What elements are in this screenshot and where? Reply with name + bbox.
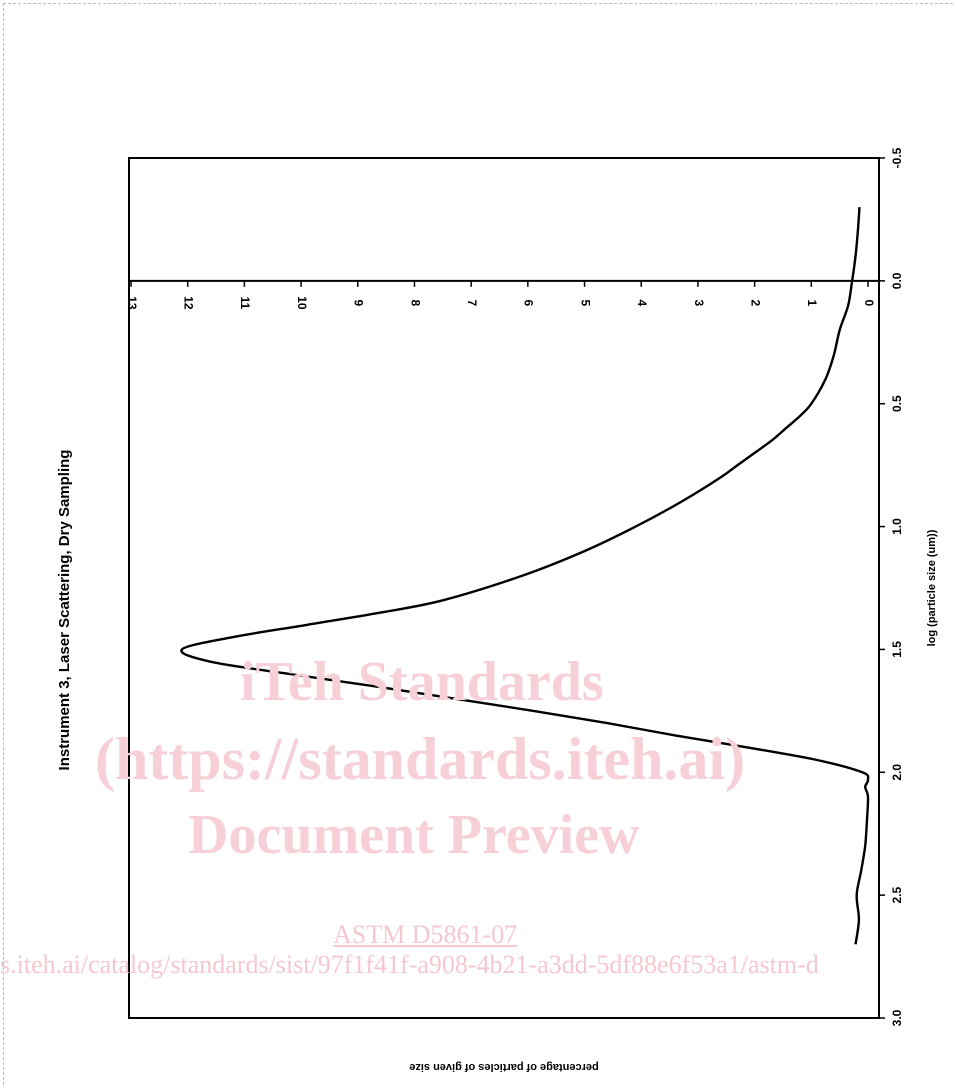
- watermark-line-2: (https://standards.iteh.ai): [95, 726, 746, 792]
- y-tick-label: 12: [182, 296, 196, 310]
- x-tick-label: -0.5: [890, 147, 904, 168]
- y-tick-label: 9: [352, 300, 366, 307]
- y-tick-label: 1: [805, 300, 819, 307]
- x-tick-label: 2.0: [890, 764, 904, 781]
- page-frame: [3, 3, 953, 1085]
- y-tick-label: 0: [862, 300, 876, 307]
- watermark-line-4: ASTM D5861-07: [333, 920, 518, 949]
- y-tick-label: 4: [635, 300, 649, 307]
- x-tick-label: 0.5: [890, 395, 904, 412]
- y-tick-label: 10: [295, 296, 309, 310]
- x-tick-label: 1.0: [890, 518, 904, 535]
- watermark-line-5: s.iteh.ai/catalog/standards/sist/97f1f41…: [0, 950, 819, 979]
- y-tick-label: 13: [125, 296, 139, 310]
- y-axis-label: percentage of particles of given size: [409, 1061, 599, 1073]
- series-line: [180, 207, 870, 945]
- y-tick-label: 3: [692, 300, 706, 307]
- y-tick-label: 7: [465, 300, 479, 307]
- x-tick-label: 1.5: [890, 641, 904, 658]
- y-tick-label: 11: [238, 297, 252, 310]
- x-tick-label: 3.0: [890, 1009, 904, 1026]
- x-axis-label: log (particle size (um)): [926, 529, 938, 646]
- y-tick-label: 6: [522, 300, 536, 307]
- x-tick-label: 0.0: [890, 272, 904, 289]
- x-tick-label: 2.5: [890, 886, 904, 903]
- watermark-line-3: Document Preview: [188, 804, 640, 866]
- y-tick-label: 2: [748, 300, 762, 307]
- chart-title: Instrument 3, Laser Scattering, Dry Samp…: [56, 450, 73, 771]
- watermark-line-1: iTeh Standards: [240, 651, 604, 713]
- y-tick-label: 8: [408, 300, 422, 307]
- plot-area-frame: [128, 157, 880, 1019]
- y-tick-label: 5: [578, 300, 592, 307]
- x-axis-ticks: -0.5 0.0 0.5 1.0 1.5 2.0 2.5 3.0: [879, 147, 904, 1026]
